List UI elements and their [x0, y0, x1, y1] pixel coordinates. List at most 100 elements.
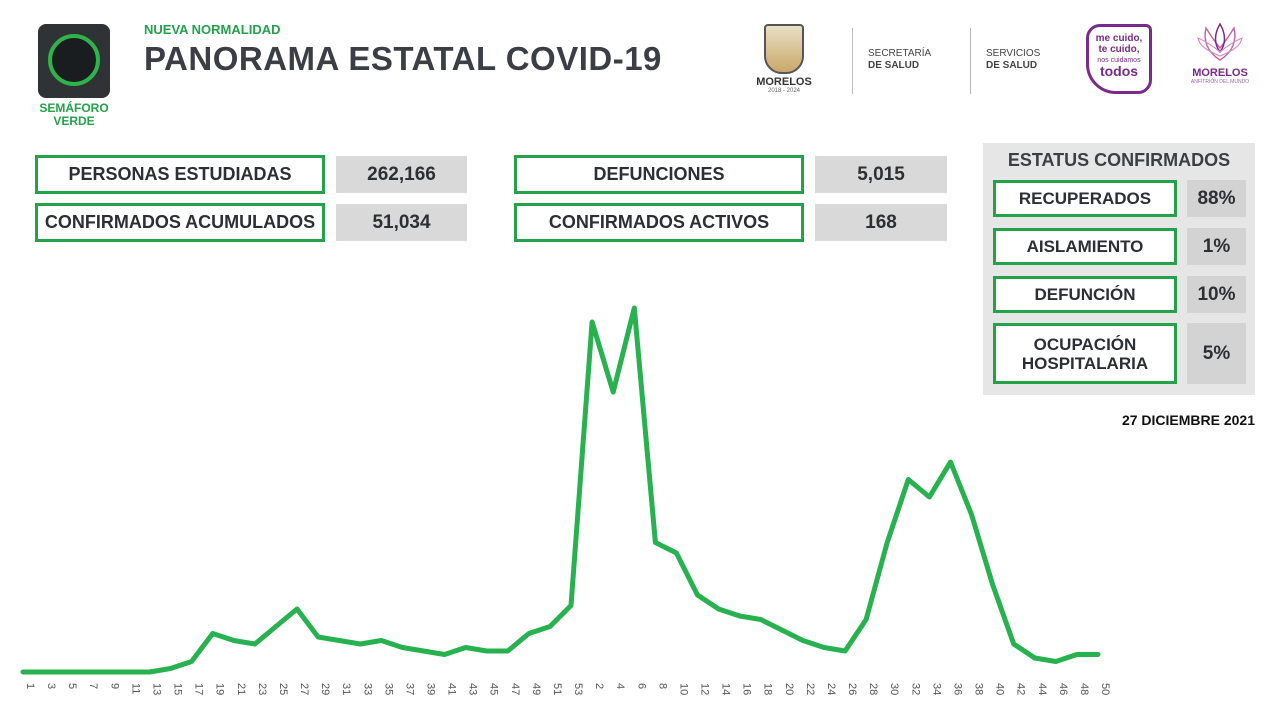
campaign-line4: todos [1099, 63, 1139, 79]
x-tick-label: 9 [108, 683, 120, 689]
stat-label-defunciones: DEFUNCIONES [514, 155, 804, 194]
estatus-value-ocupacion-hospitalaria: 5% [1187, 323, 1246, 384]
campaign-line2: te cuido, [1098, 44, 1140, 55]
estatus-label-aislamiento: AISLAMIENTO [993, 228, 1177, 265]
traffic-light-green-icon [48, 34, 100, 86]
x-tick-label: 47 [509, 683, 521, 695]
x-tick-label: 49 [530, 683, 542, 695]
crest-icon [764, 24, 804, 74]
x-tick-label: 14 [720, 683, 732, 695]
x-tick-label: 5 [66, 683, 78, 689]
x-tick-label: 46 [1057, 683, 1069, 695]
morelos-logo-years: 2018 - 2024 [767, 88, 801, 94]
x-tick-label: 33 [361, 683, 373, 695]
estatus-label-defuncion: DEFUNCIÓN [993, 276, 1177, 313]
x-tick-label: 4 [614, 683, 626, 689]
x-tick-label: 27 [298, 683, 310, 695]
x-tick-label: 25 [277, 683, 289, 695]
cases-line-chart: 1 3 5 7 9 11 13 15 17 19 21 23 25 27 29 31 33 35 37 39 41 43 4… [20, 305, 1111, 695]
x-tick-label: 8 [656, 683, 668, 689]
semaforo-label: SEMÁFORO VERDE [30, 102, 118, 128]
campaign-logo: me cuido, te cuido, nos cuidamos todos [1086, 24, 1152, 94]
flower-icon [1197, 22, 1243, 61]
estatus-title: ESTATUS CONFIRMADOS [1007, 150, 1231, 170]
logo-divider [852, 28, 853, 94]
x-tick-label: 53 [572, 683, 584, 695]
estatus-value-aislamiento: 1% [1187, 228, 1246, 265]
servicios-line2: DE SALUD [986, 60, 1038, 71]
x-tick-label: 23 [256, 683, 268, 695]
logo-divider [970, 28, 971, 94]
x-tick-label: 7 [87, 683, 99, 689]
x-tick-label: 37 [403, 683, 415, 695]
kicker: NUEVA NORMALIDAD [144, 22, 281, 37]
semaforo-label-line1: SEMÁFORO [39, 101, 109, 115]
x-tick-label: 22 [804, 683, 816, 695]
x-tick-label: 21 [235, 683, 247, 695]
report-date: 27 DICIEMBRE 2021 [1121, 412, 1255, 428]
x-tick-label: 32 [909, 683, 921, 695]
secretaria-line2: DE SALUD [868, 60, 920, 71]
servicios-logo: SERVICIOS DE SALUD [986, 48, 1040, 72]
anfitrion-logo-name: MORELOS [1192, 67, 1248, 79]
x-tick-label: 1 [24, 683, 36, 689]
x-tick-label: 38 [973, 683, 985, 695]
campaign-line3: nos cuidamos [1097, 57, 1141, 64]
x-tick-label: 39 [424, 683, 436, 695]
x-tick-label: 36 [951, 683, 963, 695]
x-tick-label: 18 [762, 683, 774, 695]
estatus-value-defuncion: 10% [1187, 276, 1246, 313]
stat-value-confirmados-activos: 168 [815, 204, 947, 241]
x-tick-label: 34 [930, 683, 942, 695]
stat-label-personas-estudiadas: PERSONAS ESTUDIADAS [35, 155, 325, 194]
morelos-logo-name: MORELOS [756, 76, 812, 88]
x-tick-label: 29 [319, 683, 331, 695]
x-tick-label: 41 [446, 683, 458, 695]
anfitrion-logo-sub: ANFITRIÓN DEL MUNDO [1190, 79, 1250, 85]
page-title: PANORAMA ESTATAL COVID-19 [144, 40, 662, 77]
x-tick-label: 26 [846, 683, 858, 695]
x-tick-label: 50 [1099, 683, 1111, 695]
secretaria-line1: SECRETARÍA [868, 48, 932, 59]
stat-value-defunciones: 5,015 [815, 156, 947, 193]
x-tick-label: 13 [150, 683, 162, 695]
x-tick-label: 30 [888, 683, 900, 695]
x-tick-label: 10 [677, 683, 689, 695]
x-tick-label: 42 [1015, 683, 1027, 695]
x-tick-label: 20 [783, 683, 795, 695]
x-tick-label: 11 [129, 683, 141, 694]
estatus-value-recuperados: 88% [1187, 180, 1246, 217]
stat-label-confirmados-activos: CONFIRMADOS ACTIVOS [514, 203, 804, 242]
campaign-line1: me cuido, [1095, 33, 1143, 44]
x-tick-label: 43 [467, 683, 479, 695]
x-tick-label: 48 [1078, 683, 1090, 695]
x-tick-label: 6 [635, 683, 647, 689]
semaforo-icon [38, 24, 110, 98]
x-tick-label: 17 [193, 683, 205, 695]
x-tick-label: 3 [45, 683, 57, 689]
morelos-logo: MORELOS 2018 - 2024 [752, 24, 816, 100]
stat-label-confirmados-acumulados: CONFIRMADOS ACUMULADOS [35, 203, 325, 242]
x-tick-label: 40 [994, 683, 1006, 695]
stat-value-personas-estudiadas: 262,166 [336, 156, 467, 193]
semaforo-label-line2: VERDE [53, 114, 95, 128]
anfitrion-logo: MORELOS ANFITRIÓN DEL MUNDO [1188, 22, 1252, 100]
x-tick-label: 19 [214, 683, 226, 695]
x-tick-label: 12 [699, 683, 711, 695]
servicios-line1: SERVICIOS [986, 48, 1041, 59]
estatus-label-recuperados: RECUPERADOS [993, 180, 1177, 217]
x-tick-label: 16 [741, 683, 753, 695]
x-tick-label: 45 [488, 683, 500, 695]
series-line [20, 305, 1101, 675]
x-tick-label: 15 [172, 683, 184, 695]
x-tick-label: 31 [340, 683, 352, 695]
x-tick-label: 28 [867, 683, 879, 695]
x-tick-label: 2 [593, 683, 605, 689]
x-tick-label: 24 [825, 683, 837, 695]
x-tick-label: 51 [551, 683, 563, 695]
secretaria-logo: SECRETARÍA DE SALUD [868, 48, 931, 72]
x-tick-label: 35 [382, 683, 394, 695]
stat-value-confirmados-acumulados: 51,034 [336, 204, 467, 241]
estatus-label-ocupacion-hospitalaria: OCUPACIÓN HOSPITALARIA [993, 323, 1177, 384]
x-tick-label: 44 [1036, 683, 1048, 695]
